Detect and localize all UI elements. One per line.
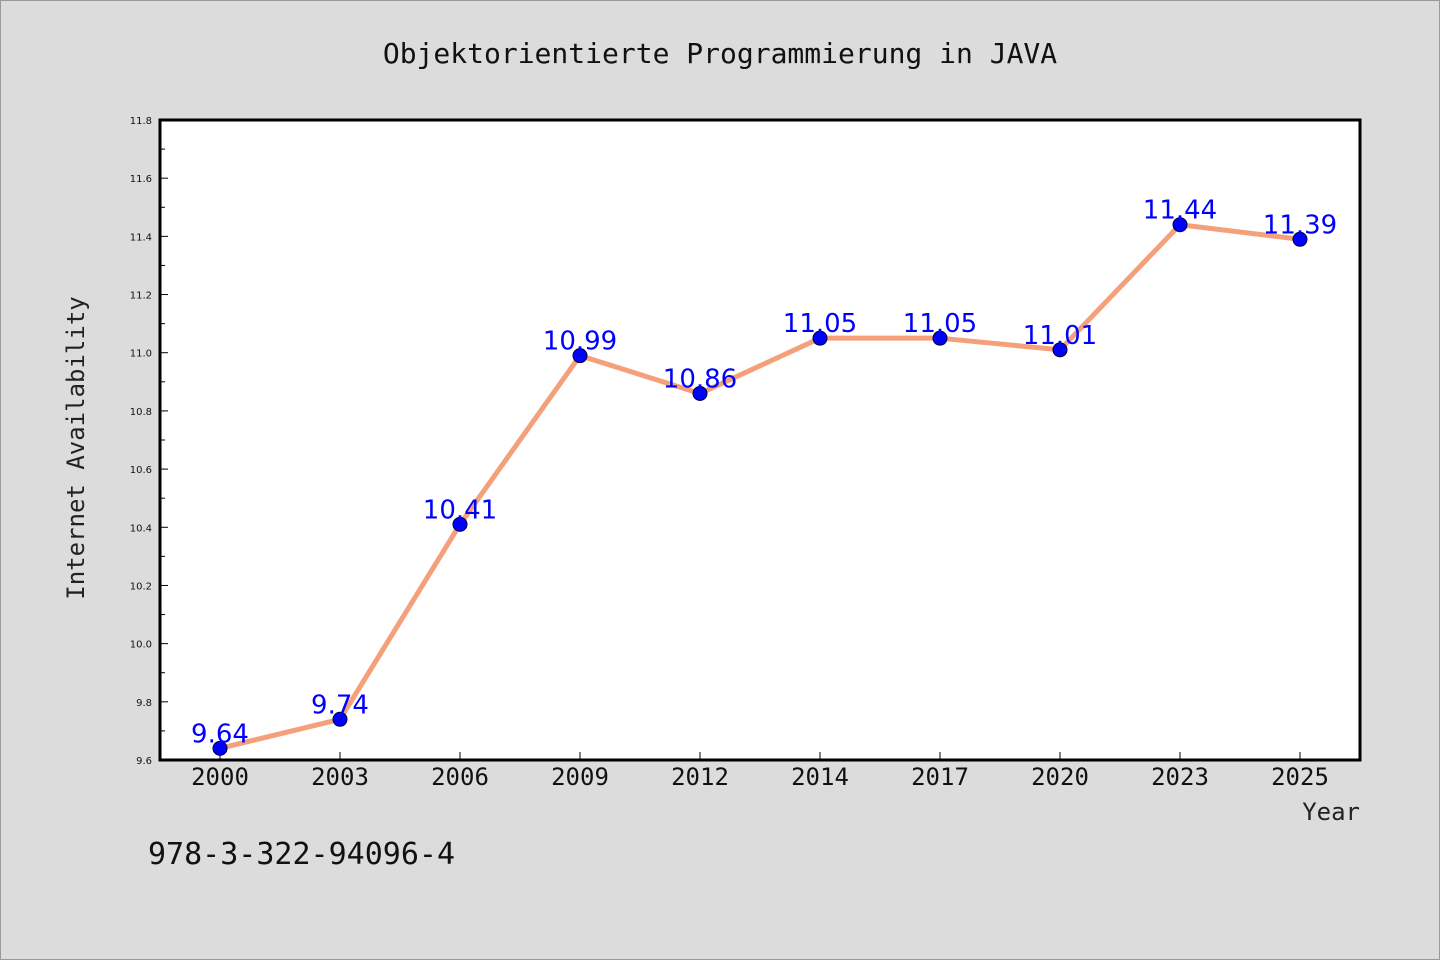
x-tick-label: 2003 xyxy=(311,763,369,791)
x-tick-label: 2014 xyxy=(791,763,849,791)
data-point xyxy=(692,385,708,401)
y-tick-label: 10.8 xyxy=(130,407,152,418)
data-label: 11.39 xyxy=(1263,210,1337,240)
data-label: 9.64 xyxy=(191,719,249,749)
y-tick-label: 11.6 xyxy=(130,174,152,185)
data-point xyxy=(572,348,588,364)
data-label: 10.41 xyxy=(423,495,497,525)
x-tick-label: 2023 xyxy=(1151,763,1209,791)
x-tick-label: 2020 xyxy=(1031,763,1089,791)
data-point xyxy=(932,330,948,346)
y-axis: 9.6 9.8 10.0 10.2 10.4 10.6 10.8 11.0 11.2 11.4 11… xyxy=(130,116,168,767)
y-tick-label: 10.0 xyxy=(130,640,152,651)
x-axis-label: Year xyxy=(1302,798,1360,826)
y-tick-label: 9.6 xyxy=(136,756,152,767)
data-point xyxy=(212,740,228,756)
x-axis: 2000 2003 2006 2009 2012 2014 2017 2020 2023 2025 xyxy=(191,752,1329,791)
plot-area xyxy=(158,118,1362,762)
y-tick-label: 10.6 xyxy=(130,465,152,476)
data-point xyxy=(1052,342,1068,358)
x-tick-label: 2000 xyxy=(191,763,249,791)
data-label: 11.05 xyxy=(783,309,857,339)
y-axis-label: Internet Availability xyxy=(62,296,90,599)
chart-title: Objektorientierte Programmierung in JAVA xyxy=(383,37,1057,70)
y-tick-label: 9.8 xyxy=(136,698,152,709)
data-labels: 9.64 9.74 10.41 10.99 10.86 11.05 11.05 11.01 11… xyxy=(191,196,1337,750)
data-label: 11.05 xyxy=(903,309,977,339)
isbn-label: 978-3-322-94096-4 xyxy=(148,837,455,872)
data-label: 11.01 xyxy=(1023,321,1097,351)
series-markers xyxy=(212,217,1308,756)
y-tick-label: 10.2 xyxy=(130,581,152,592)
data-label: 9.74 xyxy=(311,690,369,720)
data-label: 11.44 xyxy=(1143,196,1217,226)
data-point xyxy=(812,330,828,346)
data-point xyxy=(1292,231,1308,247)
x-tick-label: 2017 xyxy=(911,763,969,791)
x-tick-label: 2006 xyxy=(431,763,489,791)
x-tick-label: 2009 xyxy=(551,763,609,791)
y-tick-label: 11.8 xyxy=(130,116,152,127)
data-point xyxy=(452,516,468,532)
y-tick-label: 11.2 xyxy=(130,291,152,302)
x-tick-label: 2025 xyxy=(1271,763,1329,791)
y-tick-label: 10.4 xyxy=(130,523,152,534)
data-point xyxy=(1172,217,1188,233)
series-line xyxy=(217,222,1303,751)
data-point xyxy=(332,711,348,727)
data-label: 10.86 xyxy=(663,364,737,394)
y-tick-label: 11.4 xyxy=(130,232,152,243)
x-tick-label: 2012 xyxy=(671,763,729,791)
data-label: 10.99 xyxy=(543,327,617,357)
y-tick-label: 11.0 xyxy=(130,349,152,360)
